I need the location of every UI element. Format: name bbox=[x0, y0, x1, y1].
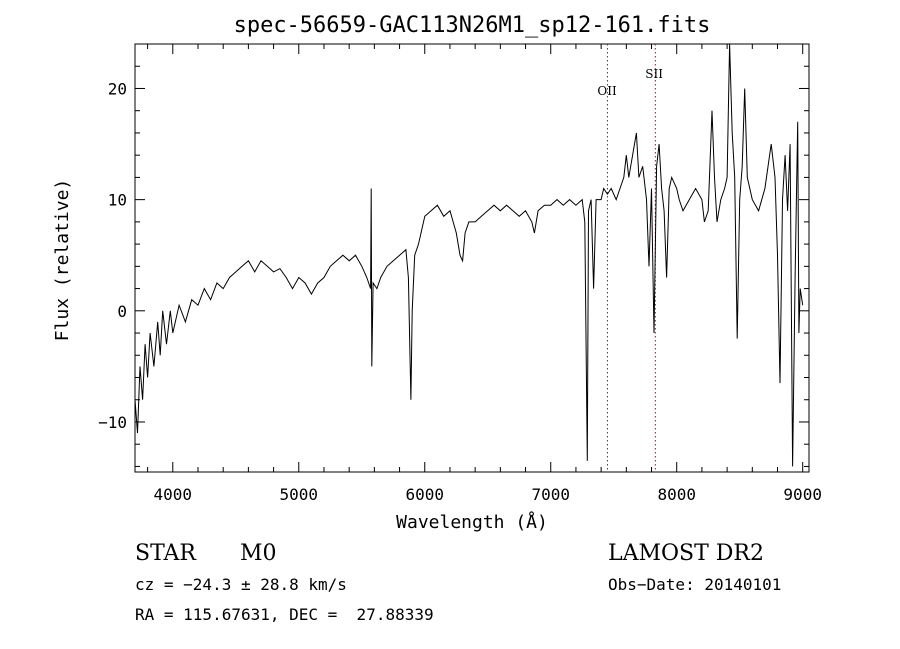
x-tick-label: 6000 bbox=[405, 485, 444, 504]
object-subclass: M0 bbox=[240, 541, 277, 566]
chart-title: spec-56659-GAC113N26M1_sp12-161.fits bbox=[234, 13, 711, 38]
y-tick-label: 20 bbox=[108, 79, 127, 98]
x-tick-label: 7000 bbox=[531, 485, 570, 504]
y-tick-label: 10 bbox=[108, 191, 127, 210]
emission-line-markers: OII SII bbox=[597, 44, 663, 472]
observation-date: Obs−Date: 20140101 bbox=[608, 575, 781, 594]
y-axis-label: Flux (relative) bbox=[52, 179, 73, 342]
x-axis-label: Wavelength (Å) bbox=[396, 511, 548, 533]
x-tick-label: 8000 bbox=[657, 485, 696, 504]
y-tick-label: −10 bbox=[98, 413, 127, 432]
plot-frame bbox=[134, 43, 810, 473]
coordinates-info: RA = 115.67631, DEC = 27.88339 bbox=[135, 605, 434, 624]
line-label-oii: OII bbox=[597, 84, 617, 98]
axis-ticks bbox=[135, 43, 809, 472]
spectrum-line bbox=[134, 43, 804, 467]
x-tick-label: 9000 bbox=[783, 485, 822, 504]
survey-name: LAMOST DR2 bbox=[608, 541, 764, 566]
line-label-sii: SII bbox=[645, 67, 663, 81]
object-class: STAR bbox=[135, 541, 197, 566]
x-tick-label: 5000 bbox=[280, 485, 319, 504]
x-tick-label: 4000 bbox=[154, 485, 193, 504]
redshift-info: cz = −24.3 ± 28.8 km/s bbox=[135, 575, 347, 594]
axis-tick-labels: 4000 5000 6000 7000 8000 9000 −10 0 10 20 bbox=[98, 79, 822, 504]
y-tick-label: 0 bbox=[117, 302, 127, 321]
